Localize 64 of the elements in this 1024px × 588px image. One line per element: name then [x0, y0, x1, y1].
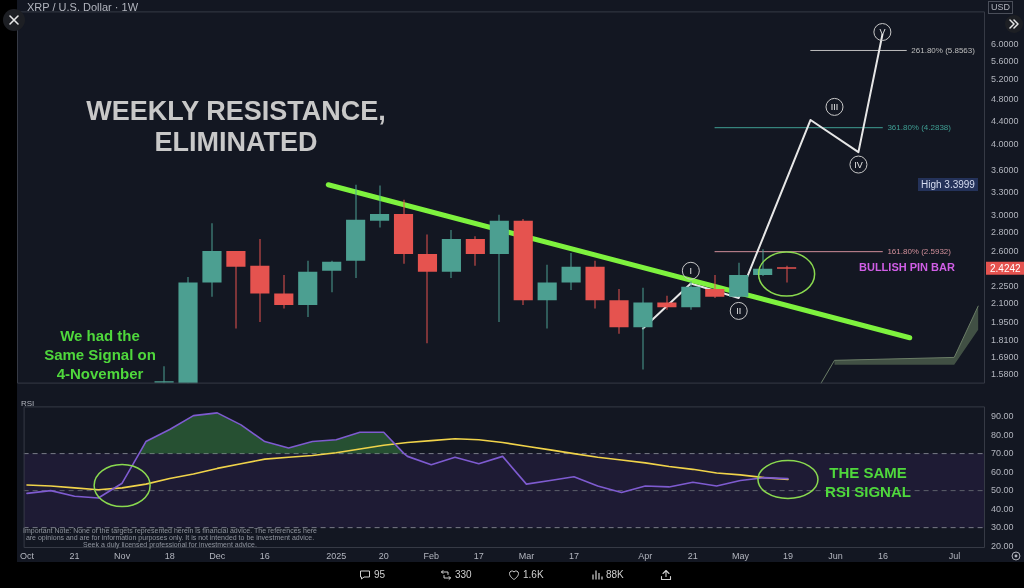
series-label: 261.80% (5.8563) [911, 45, 976, 55]
series-label: 361.80% (4.2838) [887, 122, 952, 132]
x-tick-label: 20 [378, 550, 389, 561]
y-tick-label: 4.4000 [991, 115, 1019, 126]
x-tick-label: 21 [687, 550, 698, 561]
y-tick-label: 3.6000 [991, 165, 1019, 176]
y-tick-label: 3.3000 [991, 186, 1019, 197]
x-tick-label: Feb [423, 550, 440, 561]
chart-title: RSI [21, 399, 35, 409]
y-tick-label: 1.9500 [991, 316, 1019, 327]
annotation: THE SAME RSI SIGNAL [824, 463, 912, 501]
x-tick-label: 2025 [326, 550, 347, 561]
x-tick-label: 17 [473, 550, 484, 561]
y-tick-label: 6.0000 [991, 38, 1019, 49]
y-axis-title: USD [988, 1, 1014, 14]
y-tick-label: 30.00 [991, 522, 1014, 533]
x-tick-label: Jul [948, 550, 961, 561]
text: 95 [374, 568, 386, 581]
annotation: I [689, 265, 693, 276]
x-tick-label: 19 [782, 550, 793, 561]
x-tick-label: Apr [638, 550, 653, 561]
y-tick-label: 40.00 [991, 503, 1014, 514]
y-tick-label: 5.6000 [991, 56, 1019, 67]
text: 1.6K [523, 568, 544, 581]
y-tick-label: 2.6000 [991, 245, 1019, 256]
y-tick-label: 2.1000 [991, 298, 1019, 309]
y-tick-label: 1.6900 [991, 351, 1019, 362]
x-tick-label: Dec [209, 550, 226, 561]
annotation: WEEKLY RESISTANCE, ELIMINATED [85, 96, 387, 158]
text: 330 [455, 568, 472, 581]
y-tick-label: 1.5800 [991, 368, 1019, 379]
y-tick-label: 60.00 [991, 466, 1014, 477]
x-tick-label: Oct [19, 550, 35, 561]
annotation: BULLISH PIN BAR [859, 261, 955, 274]
x-tick-label: 16 [878, 550, 889, 561]
annotation: We had the Same Signal on 4-November [43, 326, 157, 383]
annotation: 2.4242 [990, 262, 1022, 274]
x-tick-label: Nov [114, 550, 131, 561]
annotation: III [830, 101, 839, 112]
y-tick-label: 80.00 [991, 429, 1014, 440]
y-tick-label: 90.00 [991, 411, 1014, 422]
y-tick-label: 70.00 [991, 448, 1014, 459]
y-tick-label: 4.0000 [991, 139, 1019, 150]
annotation: High 3.3999 [918, 178, 978, 191]
y-tick-label: 2.8000 [991, 227, 1019, 238]
y-tick-label: 5.2000 [991, 74, 1019, 85]
y-tick-label: 3.0000 [991, 210, 1019, 221]
x-tick-label: 17 [568, 550, 579, 561]
x-tick-label: 21 [69, 550, 80, 561]
annotation: IV [854, 159, 863, 170]
y-tick-label: 4.8000 [991, 94, 1019, 105]
series-label: 161.80% (2.5932) [887, 246, 952, 256]
y-tick-label: 2.2500 [991, 281, 1019, 292]
y-tick-label: 1.8100 [991, 334, 1019, 345]
x-tick-label: May [731, 550, 750, 561]
annotation: II [736, 305, 742, 316]
x-tick-label: Jun [828, 550, 843, 561]
text: 88K [606, 568, 624, 581]
x-tick-label: 18 [164, 550, 175, 561]
chart-title: XRP / U.S. Dollar · 1W [27, 1, 139, 14]
x-tick-label: 16 [259, 550, 270, 561]
x-tick-label: Mar [518, 550, 535, 561]
y-tick-label: 20.00 [991, 540, 1014, 551]
y-tick-label: 50.00 [991, 485, 1014, 496]
